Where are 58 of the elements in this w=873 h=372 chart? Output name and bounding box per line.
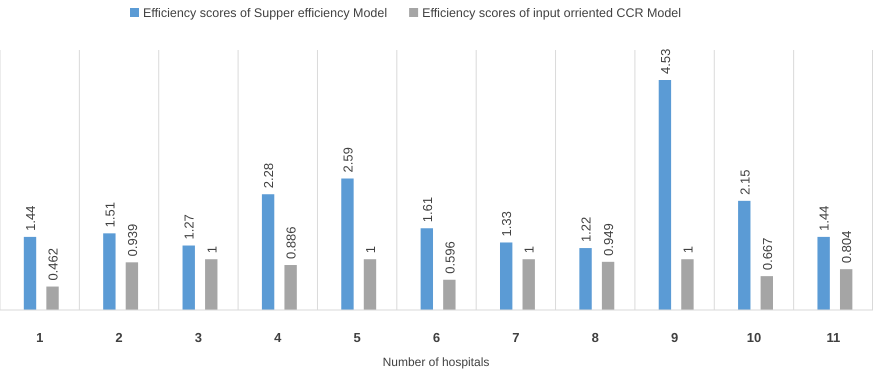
data-label: 1 bbox=[204, 246, 220, 254]
data-label: 1.33 bbox=[499, 211, 514, 236]
x-tick-label: 7 bbox=[512, 330, 520, 345]
bar bbox=[500, 242, 512, 310]
bar bbox=[602, 262, 614, 310]
legend-label: Efficiency scores of Supper efficiency Model bbox=[143, 6, 388, 20]
bar bbox=[103, 233, 116, 310]
data-label: 2.15 bbox=[737, 170, 752, 195]
bar bbox=[658, 80, 672, 310]
data-label: 1.61 bbox=[420, 196, 435, 222]
bar bbox=[840, 269, 852, 310]
data-label: 1.44 bbox=[23, 206, 38, 231]
bar bbox=[205, 259, 218, 310]
bar bbox=[262, 194, 274, 310]
data-label: 0.804 bbox=[839, 230, 854, 264]
x-axis-title: Number of hospitals bbox=[382, 355, 490, 369]
bar bbox=[341, 178, 354, 310]
data-label: 1.44 bbox=[816, 206, 832, 231]
bar bbox=[738, 200, 750, 310]
bar bbox=[182, 246, 195, 310]
x-tick-label: 1 bbox=[36, 330, 44, 345]
x-tick-label: 9 bbox=[670, 330, 678, 345]
data-label: 1.22 bbox=[578, 216, 594, 242]
x-tick-label: 3 bbox=[194, 330, 202, 345]
bar bbox=[46, 286, 59, 310]
bar bbox=[443, 280, 456, 310]
bar bbox=[284, 265, 297, 310]
legend-label: Efficiency scores of input orriented CCR Model bbox=[422, 6, 682, 20]
bar bbox=[364, 259, 376, 310]
data-label: 0.886 bbox=[284, 226, 299, 260]
data-label: 1.27 bbox=[182, 214, 197, 240]
data-label: 0.939 bbox=[124, 224, 140, 256]
data-label: 0.667 bbox=[760, 238, 775, 270]
bar bbox=[579, 248, 592, 310]
x-tick-label: 4 bbox=[274, 330, 282, 345]
data-label: 0.462 bbox=[46, 248, 61, 281]
bar bbox=[420, 228, 434, 310]
data-label: 2.59 bbox=[340, 147, 356, 172]
bar bbox=[522, 259, 535, 310]
data-label: 1.51 bbox=[102, 202, 118, 228]
data-label: 4.53 bbox=[658, 48, 673, 74]
bar bbox=[817, 236, 830, 310]
data-label: 1 bbox=[362, 246, 378, 254]
x-tick-label: 10 bbox=[746, 330, 762, 345]
bar bbox=[681, 259, 694, 310]
x-tick-label: 11 bbox=[826, 330, 840, 345]
data-label: 0.949 bbox=[601, 223, 616, 256]
x-tick-label: 8 bbox=[592, 330, 599, 345]
bar bbox=[760, 276, 773, 310]
x-tick-label: 2 bbox=[115, 330, 123, 345]
data-label: 0.596 bbox=[442, 241, 458, 274]
data-label: 1 bbox=[522, 246, 537, 254]
x-tick-label: 6 bbox=[432, 330, 440, 345]
data-label: 1 bbox=[680, 246, 696, 254]
bar bbox=[24, 236, 36, 310]
data-label: 2.28 bbox=[261, 162, 276, 188]
bar bbox=[126, 262, 138, 310]
x-tick-label: 5 bbox=[354, 330, 361, 345]
